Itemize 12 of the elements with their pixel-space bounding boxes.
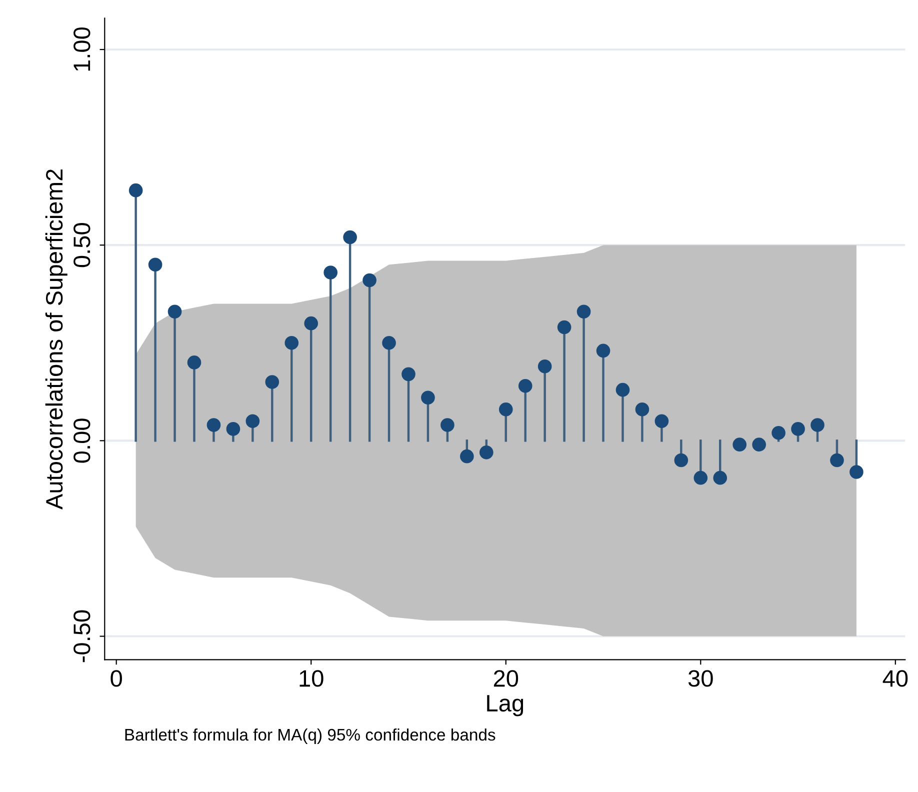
x-tick-label: 40 <box>882 670 908 687</box>
x-tick-label: 30 <box>688 670 713 687</box>
y-tick-label: 0.00 <box>74 418 90 463</box>
y-tick-label: 1.00 <box>74 27 90 71</box>
y-tick-label: -0.50 <box>74 610 90 662</box>
x-tick-label: 0 <box>110 670 122 687</box>
y-axis-title: Autocorrelations of Superficiem2 <box>45 170 68 510</box>
x-tick-label: 10 <box>300 670 324 687</box>
text: Bartlett's formula for MA(q) 95% confidence bands <box>125 728 496 744</box>
x-axis-title: Lag <box>487 695 524 716</box>
x-tick-label: 20 <box>494 670 518 687</box>
y-tick-label: 0.50 <box>74 223 90 268</box>
